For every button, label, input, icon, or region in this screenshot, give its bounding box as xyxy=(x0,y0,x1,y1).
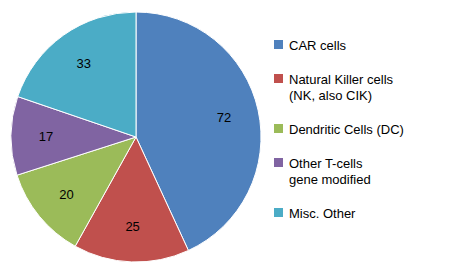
data-label: 20 xyxy=(59,187,73,202)
data-label: 72 xyxy=(217,110,231,125)
legend-label: Dendritic Cells (DC) xyxy=(289,122,404,137)
legend-label: Misc. Other xyxy=(289,206,356,221)
data-label: 17 xyxy=(39,129,53,144)
data-label: 25 xyxy=(125,219,139,234)
chart: 72 25 20 17 33 CAR cells Natural Killer cells(… xyxy=(0,0,450,275)
legend-label: Other T-cellsgene modified xyxy=(289,156,371,187)
pie xyxy=(11,12,261,262)
legend-label: Natural Killer cells(NK, also CIK) xyxy=(289,72,394,103)
data-label: 33 xyxy=(76,56,90,71)
legend: CAR cells Natural Killer cells(NK, also C… xyxy=(274,38,404,221)
data-labels: 72 25 20 17 33 xyxy=(39,56,231,234)
pie-slice xyxy=(18,12,136,137)
legend-swatch xyxy=(274,208,283,217)
legend-swatch xyxy=(274,74,283,83)
legend-swatch xyxy=(274,40,283,49)
legend-swatch xyxy=(274,158,283,167)
legend-swatch xyxy=(274,124,283,133)
legend-label: CAR cells xyxy=(289,38,347,53)
